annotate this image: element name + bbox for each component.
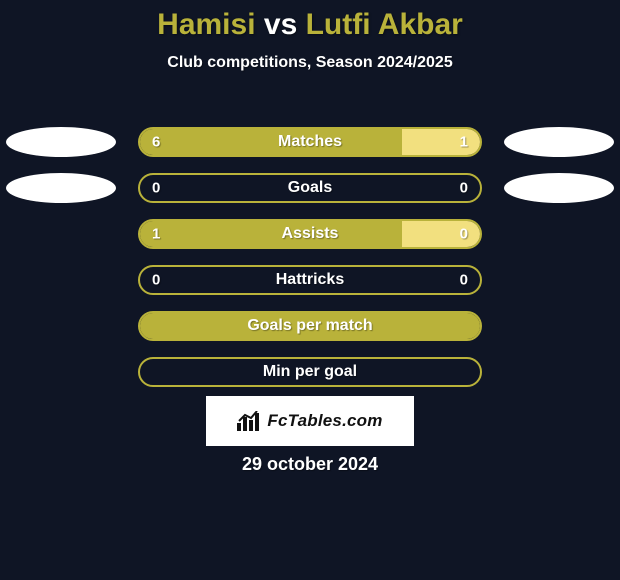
stat-label: Hattricks (140, 271, 480, 289)
stats-area: Matches61Goals00Assists10Hattricks00Goal… (0, 120, 620, 396)
player-right-avatar (504, 173, 614, 203)
stat-label: Matches (140, 133, 480, 151)
stat-value-left: 6 (152, 134, 160, 151)
brand-text: FcTables.com (267, 411, 382, 431)
comparison-card: Hamisi vs Lutfi Akbar Club competitions,… (0, 0, 620, 580)
player-right-avatar (504, 127, 614, 157)
stat-label: Goals per match (140, 317, 480, 335)
stat-value-left: 0 (152, 180, 160, 197)
stat-bar: Assists1 0 (138, 219, 482, 249)
stat-row: Hattricks0 0 (0, 258, 620, 304)
page-title: Hamisi vs Lutfi Akbar (0, 0, 620, 42)
stat-bar: Min per goal (138, 357, 482, 387)
stat-value-left: 1 (152, 226, 160, 243)
stat-label: Assists (140, 225, 480, 243)
player-left-name: Hamisi (157, 8, 255, 41)
bar-chart-icon (237, 411, 261, 431)
title-vs: vs (264, 8, 297, 41)
stat-value-right: 0 (460, 272, 468, 289)
stat-row: Assists1 0 (0, 212, 620, 258)
stat-row: Goals per match (0, 304, 620, 350)
stat-bar: Matches6 1 (138, 127, 482, 157)
footer-date: 29 october 2024 (0, 454, 620, 475)
stat-label: Min per goal (140, 363, 480, 381)
stat-bar: Hattricks0 0 (138, 265, 482, 295)
player-left-avatar (6, 173, 116, 203)
stat-value-right: 0 (460, 226, 468, 243)
stat-value-right: 0 (460, 180, 468, 197)
stat-bar: Goals per match (138, 311, 482, 341)
player-left-avatar (6, 127, 116, 157)
stat-bar: Goals0 0 (138, 173, 482, 203)
stat-label: Goals (140, 179, 480, 197)
brand-logo: FcTables.com (206, 396, 414, 446)
stat-row: Min per goal (0, 350, 620, 396)
player-right-name: Lutfi Akbar (306, 8, 463, 41)
subtitle: Club competitions, Season 2024/2025 (0, 54, 620, 72)
stat-value-left: 0 (152, 272, 160, 289)
stat-row: Goals0 0 (0, 166, 620, 212)
stat-row: Matches6 1 (0, 120, 620, 166)
stat-value-right: 1 (460, 134, 468, 151)
